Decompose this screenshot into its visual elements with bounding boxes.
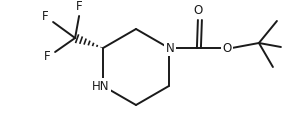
Text: F: F xyxy=(42,10,48,23)
Text: F: F xyxy=(76,1,82,14)
Text: N: N xyxy=(166,42,174,55)
Text: HN: HN xyxy=(92,79,110,92)
Text: O: O xyxy=(193,3,202,16)
Text: F: F xyxy=(44,51,50,64)
Text: O: O xyxy=(222,42,232,55)
